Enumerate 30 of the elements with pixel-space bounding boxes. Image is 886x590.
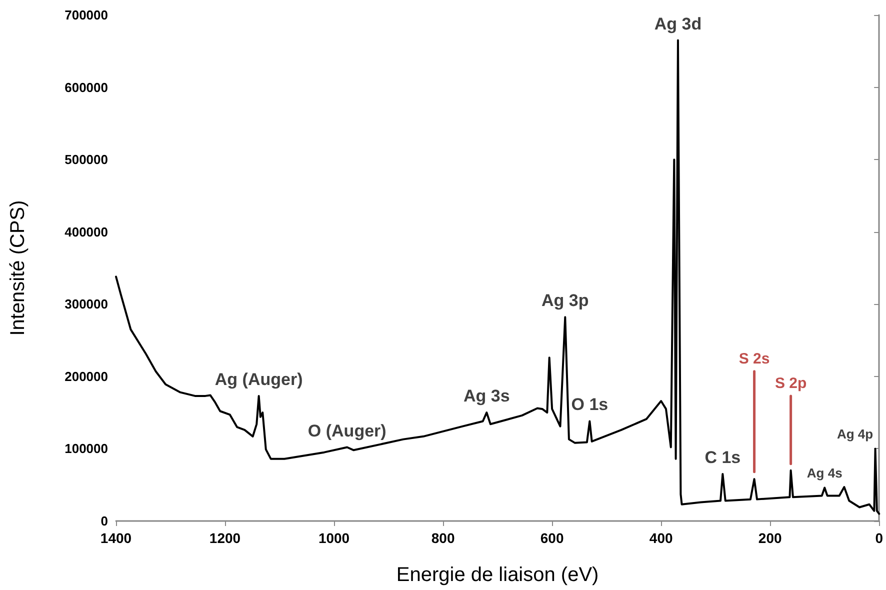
- x-tick-label: 400: [649, 530, 673, 546]
- annotation: Ag 4s: [806, 466, 842, 481]
- x-tick-label: 0: [875, 530, 884, 546]
- x-tick-label: 1400: [100, 530, 132, 546]
- x-tick-label: 800: [431, 530, 455, 546]
- series-label: S 2s: [738, 350, 770, 368]
- y-tick-label: 700000: [64, 8, 108, 22]
- annotation: O (Auger): [308, 421, 386, 440]
- annotation: Ag 3p: [542, 291, 589, 310]
- annotation: Ag 4p: [836, 426, 874, 442]
- y-tick-label: 400000: [64, 224, 108, 240]
- y-tick-label: 600000: [64, 80, 108, 95]
- x-tick-label: 600: [540, 530, 564, 546]
- y-tick-label: 200000: [64, 368, 108, 384]
- annotation: Ag 3s: [464, 386, 510, 406]
- x-tick-label: 200: [758, 530, 782, 546]
- y-tick-label: 500000: [64, 152, 108, 168]
- series-label: S 2p: [774, 374, 807, 392]
- x-tick-label: 1000: [318, 530, 350, 546]
- annotation: C 1s: [704, 448, 741, 468]
- x-axis-title: Energie de liaison (eV): [396, 564, 599, 586]
- y-tick-label: 100000: [64, 441, 108, 456]
- line-series: [115, 39, 880, 515]
- y-tick-label: 0: [100, 514, 108, 528]
- annotation: Ag (Auger): [214, 370, 303, 389]
- annotation: Ag 3d: [654, 14, 702, 34]
- annotation: O 1s: [571, 395, 608, 414]
- y-tick-label: 300000: [64, 296, 108, 312]
- x-tick-label: 1200: [209, 530, 241, 546]
- y-axis-title: Intensité (CPS): [7, 200, 29, 336]
